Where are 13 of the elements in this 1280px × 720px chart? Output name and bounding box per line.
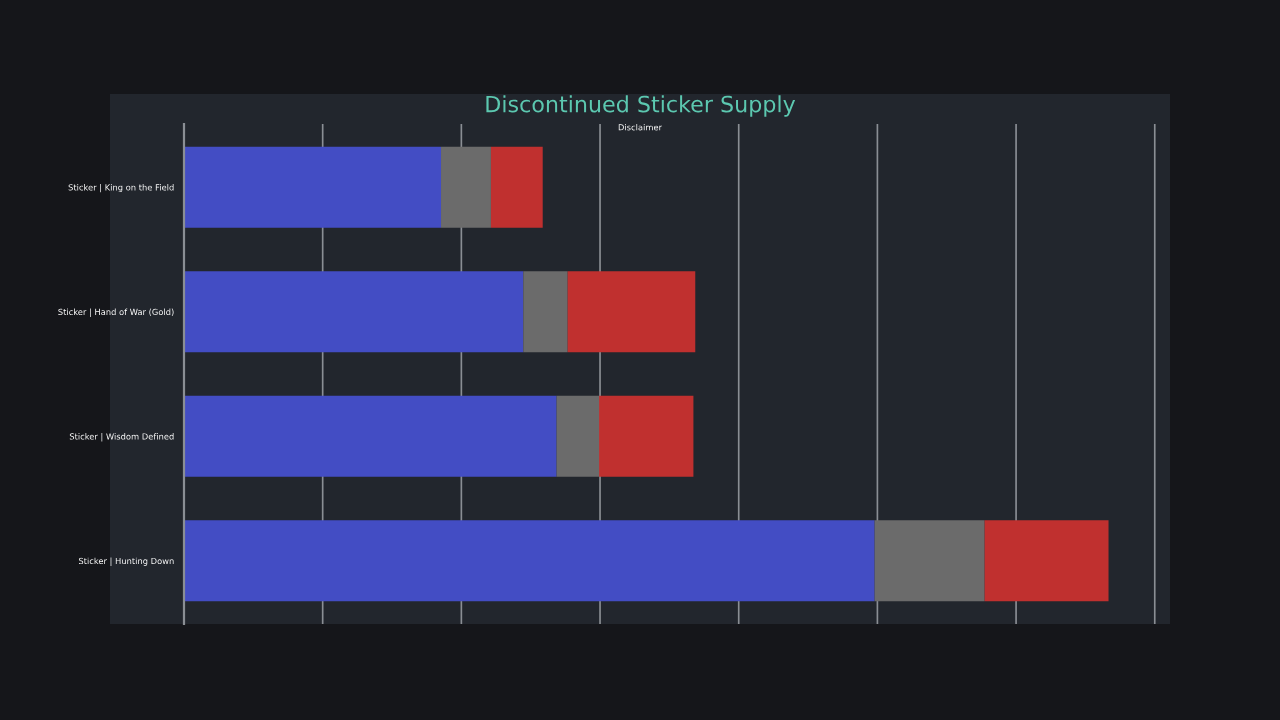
bar [874, 520, 985, 602]
chart-title: Discontinued Sticker Supply [486, 95, 796, 117]
bar [567, 271, 696, 353]
bar [184, 520, 875, 602]
bar [599, 395, 694, 477]
bar [184, 271, 524, 353]
bar [184, 146, 442, 228]
bar [184, 395, 557, 477]
bar [984, 520, 1109, 602]
bar [490, 146, 543, 228]
bar [441, 146, 491, 228]
bar [523, 271, 568, 353]
bar [556, 395, 600, 477]
